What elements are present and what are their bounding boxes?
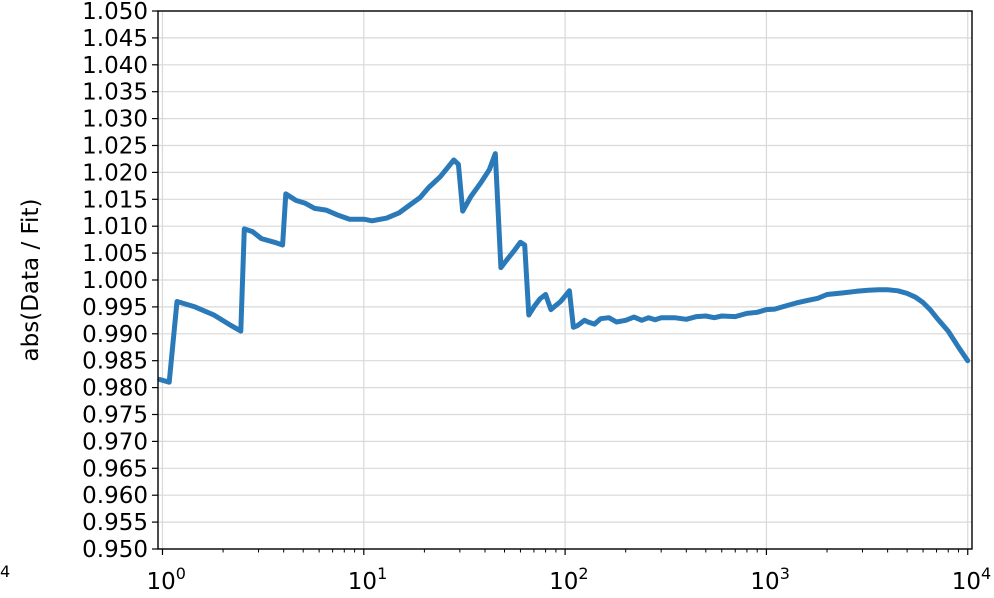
y-tick-label: 1.030 xyxy=(82,107,148,133)
y-tick-label: 0.955 xyxy=(82,510,148,536)
x-tick-label: 101 xyxy=(348,564,387,595)
y-tick-label: 1.050 xyxy=(82,0,148,25)
y-tick-label: 0.985 xyxy=(82,349,148,375)
y-tick-label: 0.960 xyxy=(82,483,148,509)
y-tick-label: 1.005 xyxy=(82,241,148,267)
y-tick-label: 1.045 xyxy=(82,26,148,52)
y-tick-label: 1.015 xyxy=(82,187,148,213)
y-tick-label: 0.965 xyxy=(82,456,148,482)
stray-tick-label: 4 xyxy=(0,562,11,581)
y-tick-label: 1.020 xyxy=(82,160,148,186)
y-tick-label: 0.995 xyxy=(82,295,148,321)
y-tick-label: 1.025 xyxy=(82,134,148,160)
y-tick-label: 0.990 xyxy=(82,322,148,348)
x-tick-label: 104 xyxy=(952,564,991,595)
y-tick-label: 0.980 xyxy=(82,376,148,402)
x-tick-label: 100 xyxy=(146,564,185,595)
x-axis: 100 101 102 103 104 xyxy=(146,549,991,595)
y-tick-label: 0.975 xyxy=(82,403,148,429)
series-line-0 xyxy=(157,151,971,385)
grid-lines xyxy=(158,10,972,550)
x-tick-label: 102 xyxy=(549,564,588,595)
y-tick-label: 0.970 xyxy=(82,429,148,455)
series-layer xyxy=(157,151,971,385)
y-tick-label: 0.950 xyxy=(82,537,148,563)
y-axis: 0.9500.9550.9600.9650.9700.9750.9800.985… xyxy=(82,0,158,563)
y-tick-label: 1.040 xyxy=(82,53,148,79)
y-axis-label: abs(Data / Fit) xyxy=(18,199,44,362)
y-tick-label: 1.000 xyxy=(82,268,148,294)
x-tick-label: 103 xyxy=(750,564,789,595)
y-tick-label: 1.035 xyxy=(82,80,148,106)
y-tick-label: 1.010 xyxy=(82,214,148,240)
